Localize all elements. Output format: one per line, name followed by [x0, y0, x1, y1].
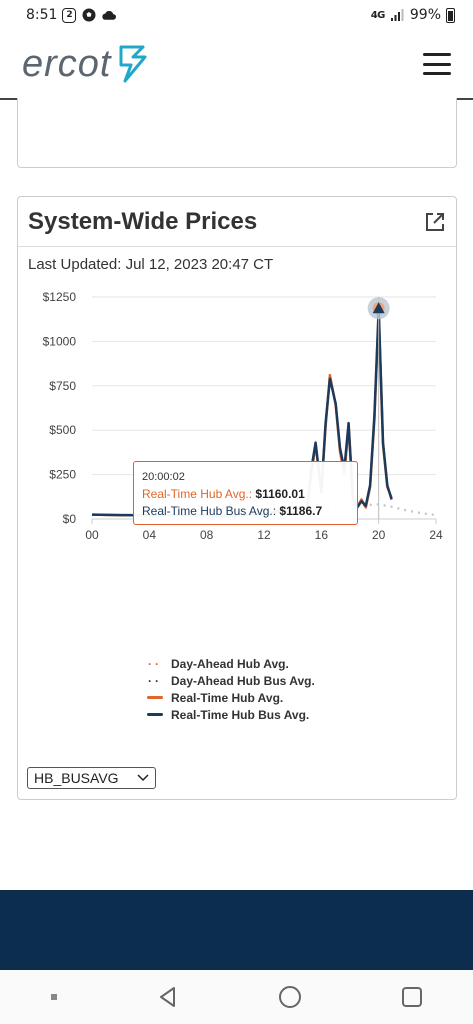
tooltip-row: Real-Time Hub Avg.: $1160.01 — [142, 486, 349, 503]
legend-label: Day-Ahead Hub Avg. — [171, 656, 289, 671]
status-right: 4G 99% — [371, 7, 455, 23]
recent-apps-icon[interactable] — [400, 985, 424, 1009]
x-tick-label: 24 — [429, 528, 443, 542]
legend-swatch: ·· — [148, 656, 162, 671]
legend-item[interactable]: ·· Day-Ahead Hub Avg. — [146, 655, 315, 672]
chart-highlight — [367, 297, 390, 519]
chart-tooltip: 20:00:02 Real-Time Hub Avg.: $1160.01 Re… — [133, 461, 358, 525]
hamburger-menu-icon[interactable] — [423, 53, 451, 75]
status-bar: 8:51 2 4G 99% — [0, 0, 473, 30]
battery-percent: 99% — [409, 7, 441, 23]
y-tick-label: $0 — [63, 512, 77, 526]
legend-item[interactable]: Real-Time Hub Avg. — [146, 689, 315, 706]
recents-dot-icon[interactable] — [49, 992, 59, 1002]
legend-label: Real-Time Hub Bus Avg. — [171, 707, 310, 722]
legend-label: Real-Time Hub Avg. — [171, 690, 284, 705]
battery-icon — [446, 7, 455, 23]
legend-item[interactable]: Real-Time Hub Bus Avg. — [146, 706, 315, 723]
last-updated: Last Updated: Jul 12, 2023 20:47 CT — [28, 256, 274, 273]
signal-icon — [390, 8, 405, 23]
ercot-logo[interactable]: ercot — [22, 43, 149, 86]
select-value: HB_BUSAVG — [34, 770, 119, 786]
x-tick-label: 20 — [372, 528, 386, 542]
hub-select[interactable]: HB_BUSAVG — [27, 767, 156, 789]
shield-badge-icon: 2 — [62, 7, 77, 23]
x-tick-label: 00 — [85, 528, 99, 542]
status-left: 8:51 2 — [26, 7, 117, 23]
legend-swatch — [146, 713, 164, 716]
tooltip-value: $1186.7 — [279, 504, 323, 518]
x-tick-label: 16 — [315, 528, 329, 542]
highlight-point-rt-bus — [372, 302, 385, 314]
network-type: 4G — [370, 9, 386, 21]
cloud-icon — [101, 8, 117, 23]
y-tick-label: $1250 — [43, 290, 77, 304]
clock: 8:51 — [26, 7, 58, 23]
home-icon[interactable] — [277, 984, 303, 1010]
y-tick-label: $750 — [49, 379, 76, 393]
legend-swatch — [146, 696, 164, 699]
x-axis-ticks: 00 04 08 12 16 20 24 — [85, 528, 443, 542]
legend-label: Day-Ahead Hub Bus Avg. — [171, 673, 315, 688]
card-header: System-Wide Prices — [18, 197, 456, 247]
tooltip-label: Real-Time Hub Bus Avg.: — [142, 504, 277, 518]
app-header: ercot — [0, 30, 473, 100]
tooltip-row: Real-Time Hub Bus Avg.: $1186.7 — [142, 503, 349, 520]
previous-card — [17, 98, 457, 168]
card-title: System-Wide Prices — [28, 207, 258, 235]
y-tick-label: $250 — [49, 468, 76, 482]
chart-legend: ·· Day-Ahead Hub Avg. ·· Day-Ahead Hub B… — [146, 655, 315, 723]
y-axis-ticks: $0 $250 $500 $750 $1000 $1250 — [43, 290, 77, 526]
x-tick-label: 12 — [257, 528, 271, 542]
tooltip-value: $1160.01 — [255, 487, 305, 501]
x-tick-label: 08 — [200, 528, 214, 542]
legend-swatch: ·· — [148, 673, 162, 688]
system-wide-prices-card: System-Wide Prices Last Updated: Jul 12,… — [17, 196, 457, 800]
tooltip-label: Real-Time Hub Avg.: — [142, 487, 253, 501]
x-tick-label: 04 — [143, 528, 157, 542]
android-nav-bar — [0, 970, 473, 1024]
tooltip-time: 20:00:02 — [142, 471, 185, 483]
y-tick-label: $1000 — [43, 334, 77, 348]
logo-bolt-icon — [119, 45, 147, 83]
back-icon[interactable] — [156, 985, 180, 1009]
chevron-down-icon — [137, 774, 149, 782]
soccer-ball-icon — [81, 8, 96, 23]
y-tick-label: $500 — [49, 423, 76, 437]
external-link-icon[interactable] — [424, 211, 446, 233]
site-footer — [0, 890, 473, 970]
legend-item[interactable]: ·· Day-Ahead Hub Bus Avg. — [146, 672, 315, 689]
logo-text: ercot — [22, 42, 112, 85]
